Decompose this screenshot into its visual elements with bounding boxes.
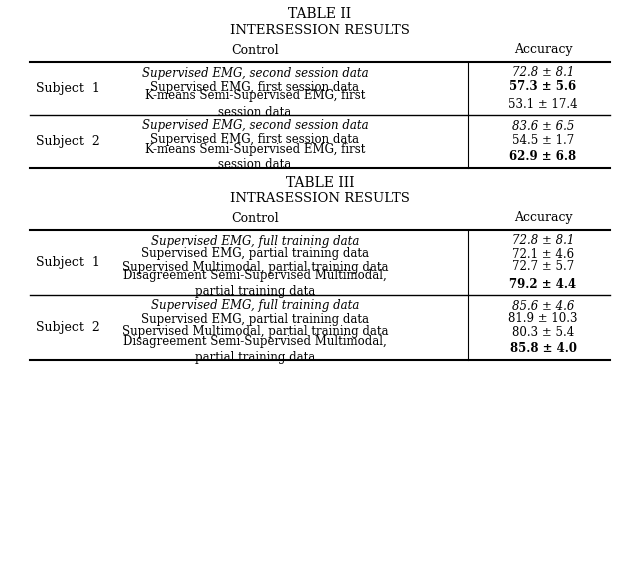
Text: Control: Control bbox=[231, 211, 279, 225]
Text: TABLE II: TABLE II bbox=[289, 7, 351, 21]
Text: Supervised EMG, partial training data: Supervised EMG, partial training data bbox=[141, 312, 369, 325]
Text: Supervised EMG, full training data: Supervised EMG, full training data bbox=[151, 234, 359, 247]
Text: Disagreement Semi-Supervised Multimodal,
partial training data: Disagreement Semi-Supervised Multimodal,… bbox=[123, 270, 387, 299]
Text: Supervised EMG, second session data: Supervised EMG, second session data bbox=[141, 120, 368, 132]
Text: 53.1 ± 17.4: 53.1 ± 17.4 bbox=[508, 97, 578, 111]
Text: 79.2 ± 4.4: 79.2 ± 4.4 bbox=[509, 278, 577, 291]
Text: 54.5 ± 1.7: 54.5 ± 1.7 bbox=[512, 133, 574, 146]
Text: Subject  2: Subject 2 bbox=[36, 321, 100, 334]
Text: Accuracy: Accuracy bbox=[514, 211, 572, 225]
Text: Disagreement Semi-Supervised Multimodal,
partial training data: Disagreement Semi-Supervised Multimodal,… bbox=[123, 335, 387, 364]
Text: 72.8 ± 8.1: 72.8 ± 8.1 bbox=[512, 234, 574, 247]
Text: Subject  1: Subject 1 bbox=[36, 256, 100, 269]
Text: INTRASESSION RESULTS: INTRASESSION RESULTS bbox=[230, 193, 410, 206]
Text: Supervised Multimodal, partial training data: Supervised Multimodal, partial training … bbox=[122, 325, 388, 339]
Text: Control: Control bbox=[231, 43, 279, 56]
Text: 85.6 ± 4.6: 85.6 ± 4.6 bbox=[512, 299, 574, 312]
Text: Subject  1: Subject 1 bbox=[36, 82, 100, 95]
Text: Supervised EMG, full training data: Supervised EMG, full training data bbox=[151, 299, 359, 312]
Text: Supervised Multimodal, partial training data: Supervised Multimodal, partial training … bbox=[122, 260, 388, 274]
Text: TABLE III: TABLE III bbox=[285, 176, 355, 190]
Text: Accuracy: Accuracy bbox=[514, 43, 572, 56]
Text: 80.3 ± 5.4: 80.3 ± 5.4 bbox=[512, 325, 574, 339]
Text: Supervised EMG, first session data: Supervised EMG, first session data bbox=[150, 133, 360, 146]
Text: Subject  2: Subject 2 bbox=[36, 135, 100, 148]
Text: 57.3 ± 5.6: 57.3 ± 5.6 bbox=[509, 80, 577, 93]
Text: 72.7 ± 5.7: 72.7 ± 5.7 bbox=[512, 260, 574, 274]
Text: Supervised EMG, first session data: Supervised EMG, first session data bbox=[150, 80, 360, 93]
Text: 62.9 ± 6.8: 62.9 ± 6.8 bbox=[509, 150, 577, 164]
Text: Supervised EMG, partial training data: Supervised EMG, partial training data bbox=[141, 247, 369, 260]
Text: 85.8 ± 4.0: 85.8 ± 4.0 bbox=[509, 343, 577, 356]
Text: K-means Semi-Supervised EMG, first
session data: K-means Semi-Supervised EMG, first sessi… bbox=[145, 142, 365, 172]
Text: INTERSESSION RESULTS: INTERSESSION RESULTS bbox=[230, 23, 410, 36]
Text: 81.9 ± 10.3: 81.9 ± 10.3 bbox=[508, 312, 578, 325]
Text: 72.8 ± 8.1: 72.8 ± 8.1 bbox=[512, 67, 574, 79]
Text: 72.1 ± 4.6: 72.1 ± 4.6 bbox=[512, 247, 574, 260]
Text: 83.6 ± 6.5: 83.6 ± 6.5 bbox=[512, 120, 574, 132]
Text: K-means Semi-Supervised EMG, first
session data: K-means Semi-Supervised EMG, first sessi… bbox=[145, 89, 365, 119]
Text: Supervised EMG, second session data: Supervised EMG, second session data bbox=[141, 67, 368, 79]
